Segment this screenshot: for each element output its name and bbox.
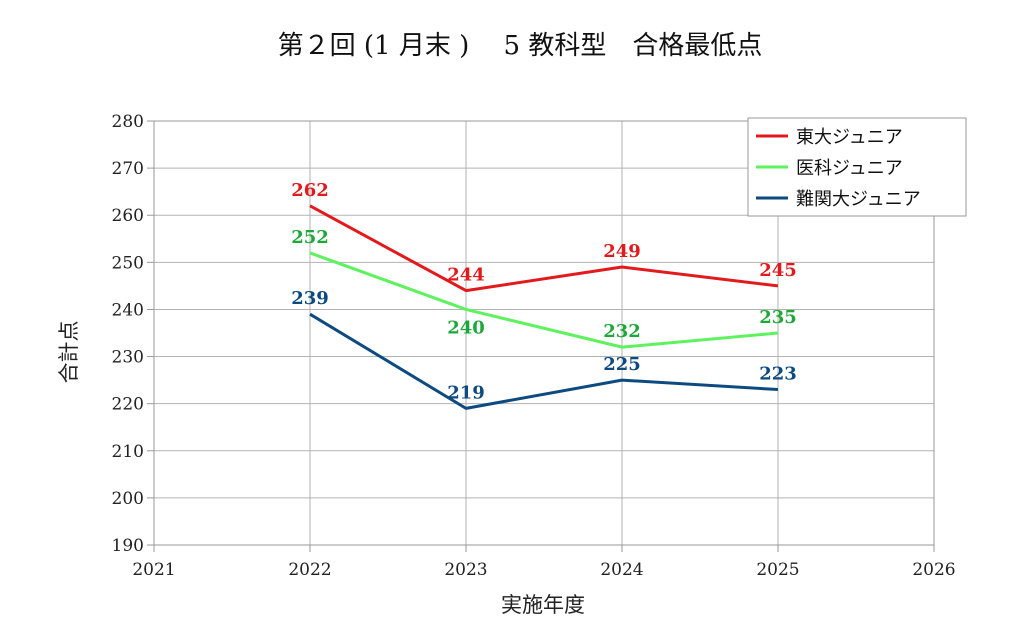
data-label: 240 xyxy=(447,317,485,338)
data-label: 223 xyxy=(759,364,797,385)
x-tick-label: 2021 xyxy=(132,560,175,580)
data-label: 219 xyxy=(447,382,485,403)
y-tick-label: 280 xyxy=(112,112,144,132)
legend-entry: 東大ジュニア xyxy=(796,127,903,148)
plot-area xyxy=(153,120,935,546)
data-label: 225 xyxy=(603,354,641,375)
y-tick-label: 240 xyxy=(112,300,144,320)
data-label: 235 xyxy=(759,307,797,328)
y-axis-label: 合計点 xyxy=(57,321,81,384)
data-label: 262 xyxy=(291,180,329,201)
y-tick-label: 210 xyxy=(112,442,144,462)
data-label: 232 xyxy=(603,321,641,342)
chart-title: 第２回 (1 月末 ) 5 教科型 合格最低点 xyxy=(278,31,763,61)
x-tick-label: 2026 xyxy=(912,560,955,580)
data-label: 244 xyxy=(447,265,485,286)
y-tick-label: 260 xyxy=(112,206,144,226)
y-tick-label: 220 xyxy=(112,395,144,415)
data-label: 252 xyxy=(291,227,329,248)
data-label: 245 xyxy=(759,260,797,281)
series-lines xyxy=(309,204,779,410)
y-tick-label: 250 xyxy=(112,253,144,273)
x-tick-label: 2022 xyxy=(288,560,331,580)
y-tick-label: 270 xyxy=(112,159,144,179)
series-line xyxy=(309,312,779,410)
data-label: 239 xyxy=(291,288,329,309)
y-tick-label: 190 xyxy=(112,536,144,556)
x-tick-label: 2023 xyxy=(444,560,487,580)
legend-entry: 医科ジュニア xyxy=(796,158,903,179)
y-tick-label: 200 xyxy=(112,489,144,509)
x-axis-label: 実施年度 xyxy=(501,593,585,617)
legend-entry: 難関大ジュニア xyxy=(796,189,921,210)
series-line xyxy=(309,204,779,293)
series-line xyxy=(309,251,779,349)
y-axis-ticks: 190 200 210 220 230 240 250 260 270 280 xyxy=(112,112,154,556)
data-label: 249 xyxy=(603,241,641,262)
y-tick-label: 230 xyxy=(112,348,144,368)
data-labels: 262 244 249 245 252 240 232 235 239 219 225 223 xyxy=(291,180,797,404)
x-tick-label: 2024 xyxy=(600,560,643,580)
x-tick-label: 2025 xyxy=(756,560,799,580)
x-axis-ticks: 2021 2022 2023 2024 2025 2026 xyxy=(132,545,956,580)
